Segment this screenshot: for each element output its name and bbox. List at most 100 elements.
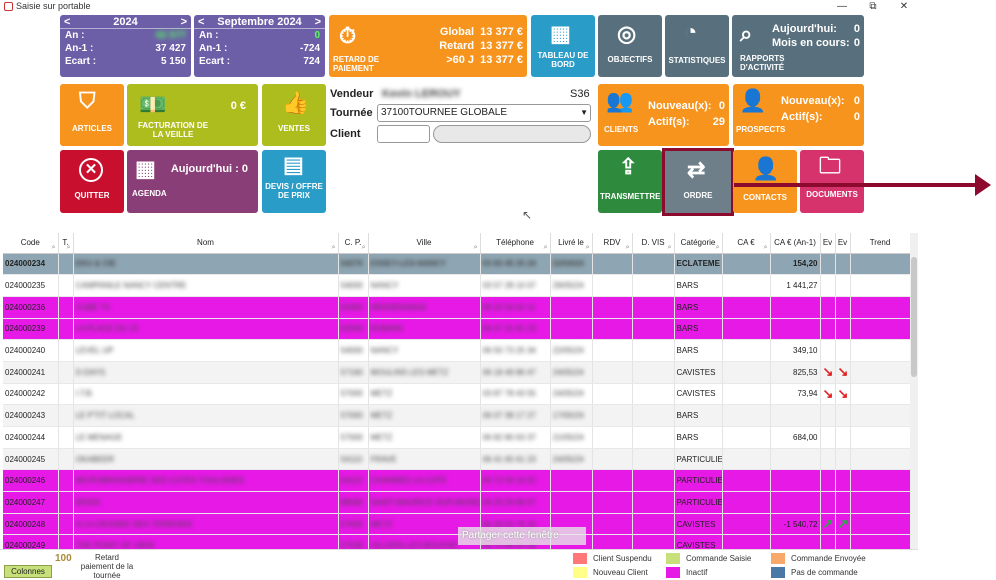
objectifs-tile[interactable]: ◎ OBJECTIFS — [598, 15, 662, 77]
contacts-tile[interactable]: 👤 CONTACTS — [733, 150, 797, 213]
table-row[interactable]: 024000234 EKU & CIE 54270 ESSEY-LES-NANCY 03… — [3, 253, 911, 276]
column-header[interactable]: CA € (An-1) — [770, 233, 821, 254]
column-filter-icon[interactable]: ⌕ — [715, 243, 720, 251]
client-name-input[interactable] — [433, 125, 591, 143]
close-button[interactable]: ✕ — [899, 1, 909, 12]
cell-cp: 54270 — [338, 253, 369, 276]
ordre-tile[interactable]: ⇄ ORDRE — [662, 148, 734, 216]
transmettre-tile[interactable]: ⇪ TRANSMETTRE — [598, 150, 662, 213]
column-header[interactable]: Ville ⌕ — [368, 233, 481, 254]
month-prev-button[interactable]: < — [198, 16, 205, 28]
column-header[interactable]: D. VIS ⌕ — [632, 233, 675, 254]
share-window-toast[interactable]: Partager cette fenêtre — [458, 527, 586, 545]
devis-tile[interactable]: ▤ DEVIS / OFFRE DE PRIX — [262, 150, 326, 213]
articles-tile[interactable]: ⛉ ARTICLES — [60, 84, 124, 146]
agenda-tile[interactable]: ▦ Aujourd'hui : 0 AGENDA — [127, 150, 258, 213]
client-code-input[interactable] — [377, 125, 430, 143]
table-row[interactable]: 024000245 OKABEER 54110 FRAVE 06 41 65 61 23… — [3, 448, 911, 471]
table-row[interactable]: 024000236 CUBE TV 54350 HERSERANGE 06 32 56 … — [3, 296, 911, 319]
statistiques-tile[interactable]: ◔ STATISTIQUES — [665, 15, 729, 77]
colonnes-button[interactable]: Colonnes — [4, 565, 52, 578]
column-filter-icon[interactable]: ⌕ — [51, 243, 56, 251]
cell-tel-text: 06 72 86 41 09 — [482, 541, 536, 551]
table-row[interactable]: 024000244 LE MENAGE 57000 METZ 06 82 80 63 3… — [3, 426, 911, 449]
cell-rdv — [592, 491, 633, 514]
retard-tournee-label[interactable]: Retard paiement de la tournée — [80, 553, 134, 580]
cell-trend — [850, 274, 911, 297]
cell-type — [58, 426, 74, 449]
swap-arrows-icon: ⇄ — [687, 157, 706, 182]
trend-down-icon: ↘ — [822, 364, 834, 380]
tournee-select[interactable]: 37100TOURNEE GLOBALE ▼ — [377, 104, 591, 122]
cell-cp: 57160 — [338, 361, 369, 384]
column-header[interactable]: Téléphone ⌕ — [480, 233, 551, 254]
table-row[interactable]: 024000239 LA PLACE DU 15 54260 ROMAIN 06 37 … — [3, 318, 911, 341]
column-filter-icon[interactable]: ⌕ — [473, 243, 478, 251]
column-header[interactable]: RDV ⌕ — [592, 233, 633, 254]
minimize-button[interactable]: — — [837, 1, 847, 12]
month-next-button[interactable]: > — [314, 16, 321, 28]
cell-nom: A LA CROISEE DES TERROIRS — [73, 513, 339, 536]
coins-icon[interactable]: 100 — [55, 553, 72, 564]
table-row[interactable]: 024000242 I.T.B. 57000 METZ 03 87 78 43 55 24… — [3, 383, 911, 406]
column-header[interactable]: Ev — [835, 233, 851, 254]
column-header[interactable]: Livré le ⌕ — [550, 233, 593, 254]
column-filter-icon[interactable]: ⌕ — [763, 243, 768, 251]
retard-paiement-tile[interactable]: ⏱ RETARD DE PAIEMENT Global 13 377 € Ret… — [329, 15, 527, 77]
legend-label: Commande Saisie — [686, 554, 752, 563]
prospects-label: PROSPECTS — [736, 125, 786, 134]
cell-tel: 03 83 45 25 24 — [480, 253, 551, 276]
table-row[interactable]: 024000240 LEVEL UP 54000 NANCY 06 50 73 25 3… — [3, 339, 911, 362]
cell-cp-text: 88560 — [340, 497, 363, 507]
table-row[interactable]: 024000247 WODA 88560 SAINT-MAURICE-SUR-MOSE… — [3, 491, 911, 514]
table-row[interactable]: 024000248 A LA CROISEE DES TERROIRS 57000 M… — [3, 513, 911, 536]
column-filter-icon[interactable]: ⌕ — [361, 243, 366, 251]
column-header[interactable]: C. P. ⌕ — [338, 233, 369, 254]
clients-tile[interactable]: 👥 Nouveau(x): 0 Actif(s): 29 CLIENTS — [598, 84, 729, 146]
column-filter-icon[interactable]: ⌕ — [667, 243, 672, 251]
year-prev-button[interactable]: < — [64, 16, 71, 28]
table-row[interactable]: 024000243 LE P'TIT LOCAL 57000 METZ 06 07 38… — [3, 404, 911, 427]
legend-swatch — [573, 567, 587, 578]
clients-table: Code ⌕ T. ⌕ Nom ⌕ C. P. ⌕ Ville ⌕ Téléphone ⌕ Livré … — [3, 233, 911, 558]
facturation-veille-tile[interactable]: 💵 0 € FACTURATION DE LA VEILLE — [127, 84, 258, 146]
restore-button[interactable]: ⧉ — [869, 1, 877, 12]
chevron-down-icon[interactable]: ▼ — [580, 108, 588, 117]
ventes-tile[interactable]: 👍 VENTES — [262, 84, 326, 146]
column-filter-icon[interactable]: ⌕ — [625, 243, 630, 251]
table-row[interactable]: 024000241 D-DAYS 57160 MOULINS LES METZ 06 1… — [3, 361, 911, 384]
cell-nom-text: EKU & CIE — [75, 259, 116, 269]
column-header[interactable]: Code ⌕ — [3, 233, 59, 254]
column-header-label: Trend — [869, 238, 891, 248]
column-header[interactable]: Trend — [850, 233, 911, 254]
year-row-ecart: Ecart : 5 150 — [60, 55, 191, 68]
column-filter-icon[interactable]: ⌕ — [66, 243, 71, 251]
column-header[interactable]: Nom ⌕ — [73, 233, 339, 254]
table-scrollbar[interactable] — [910, 233, 918, 549]
cell-cat: CAVISTES — [674, 513, 723, 536]
cell-ev2: ↘ — [835, 361, 851, 384]
cell-tel-text: 06 50 73 25 34 — [482, 346, 536, 356]
year-next-button[interactable]: > — [180, 16, 187, 28]
column-header[interactable]: CA € ⌕ — [722, 233, 771, 254]
documents-tile[interactable]: 🗀 DOCUMENTS — [800, 150, 864, 213]
prospects-tile[interactable]: 👤 Nouveau(x): 0 Actif(s): 0 PROSPECTS — [733, 84, 864, 146]
column-filter-icon[interactable]: ⌕ — [331, 243, 336, 251]
cell-rdv — [592, 318, 633, 341]
column-filter-icon[interactable]: ⌕ — [585, 243, 590, 251]
cell-cat: CAVISTES — [674, 361, 723, 384]
tableau-de-bord-tile[interactable]: ▦ TABLEAU DE BORD — [531, 15, 595, 77]
cell-ville: HERSERANGE — [368, 296, 481, 319]
cell-tel-text: 06 07 38 17 27 — [482, 411, 536, 421]
table-row[interactable]: 024000235 CAMPANILE NANCY CENTRE 54000 NANC… — [3, 274, 911, 297]
quitter-tile[interactable]: ✕ QUITTER — [60, 150, 124, 213]
column-filter-icon[interactable]: ⌕ — [543, 243, 548, 251]
table-row[interactable]: 024000246 MICROBRASSERIE DES COTES TOULOI… — [3, 469, 911, 493]
column-header[interactable]: T. ⌕ — [58, 233, 74, 254]
cell-trend — [850, 296, 911, 319]
column-header[interactable]: Catégorie ⌕ — [674, 233, 723, 254]
column-header[interactable]: Ev — [820, 233, 836, 254]
cell-ville-text: ESSEY-LES-NANCY — [370, 259, 447, 269]
scrollbar-thumb[interactable] — [911, 257, 917, 377]
rapports-activite-tile[interactable]: ⌕ Aujourd'hui: 0 Mois en cours: 0 RAPPORTS… — [732, 15, 864, 77]
